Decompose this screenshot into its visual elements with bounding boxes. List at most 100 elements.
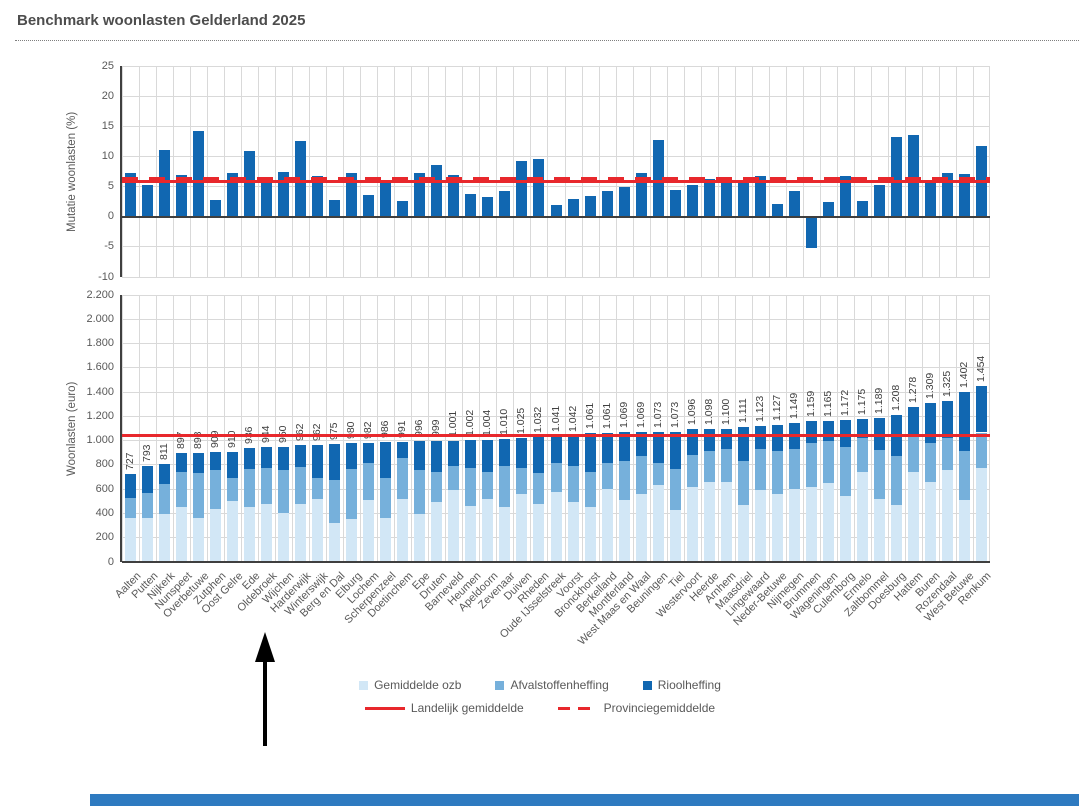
vertical-gridline	[377, 66, 379, 277]
mutatie-bar-Barneveld	[448, 174, 460, 217]
stack-segment-Gemiddelde-ozb-Heumen	[465, 505, 477, 562]
horizontal-gridline	[122, 65, 990, 67]
vertical-gridline	[751, 66, 753, 277]
stack-segment-Rioolheffing-Epe	[414, 441, 426, 470]
horizontal-gridline	[122, 367, 990, 369]
mutatie-bar-Doetinchem	[397, 201, 409, 217]
mutatie-bar-Aalten	[125, 173, 136, 217]
horizontal-gridline	[122, 155, 990, 157]
stack-segment-Afvalstoffenheffing-Berg en Dal	[329, 480, 341, 523]
vertical-gridline	[190, 66, 192, 277]
mutatie-bar-Neder-Betuwe	[771, 204, 783, 217]
landelijk-gemiddelde-line	[122, 433, 990, 437]
stack-segment-Afvalstoffenheffing-Nijmegen	[788, 449, 800, 489]
vertical-gridline	[411, 66, 413, 277]
stack-segment-Afvalstoffenheffing-Brummen	[805, 443, 817, 487]
stack-segment-Afvalstoffenheffing-Zevenaar	[499, 466, 511, 508]
stack-segment-Rioolheffing-Ede	[244, 448, 256, 470]
bar-total-label-Nijmegen: 1.149	[787, 392, 800, 419]
vertical-gridline	[700, 66, 702, 277]
stack-segment-Afvalstoffenheffing-Oldebroek	[261, 468, 273, 504]
stack-segment-Rioolheffing-Scherpenzeel	[380, 442, 392, 479]
bar-total-label-Oost Gelre: 910	[226, 430, 239, 448]
y-tick-label: 1.200	[86, 409, 114, 422]
stack-segment-Gemiddelde-ozb-West Betuwe	[958, 500, 970, 562]
stack-segment-Rioolheffing-Oost Gelre	[227, 451, 239, 479]
mutatie-bar-Apeldoorn	[482, 197, 494, 217]
stack-segment-Afvalstoffenheffing-Wijchen	[278, 469, 290, 513]
stack-segment-Afvalstoffenheffing-Westervoort	[686, 454, 698, 487]
stack-segment-Rioolheffing-Oldebroek	[261, 447, 273, 469]
bar-total-label-West Maas en Waal: 1.069	[634, 401, 647, 429]
stack-segment-Afvalstoffenheffing-Oude IJsselstreek	[550, 463, 562, 492]
vertical-gridline	[411, 295, 413, 562]
mutatie-bar-Ede	[244, 151, 256, 217]
vertical-gridline	[802, 66, 804, 277]
landelijk-gemiddelde-line	[122, 179, 990, 183]
stack-segment-Rioolheffing-Renkum	[975, 385, 987, 433]
y-tick-label: 200	[95, 531, 114, 544]
mutatie-bar-Zevenaar	[499, 191, 511, 217]
mutatie-bar-Voorst	[567, 199, 579, 217]
horizontal-gridline	[122, 294, 990, 296]
x-axis-zero-line	[122, 215, 990, 218]
stack-segment-Rioolheffing-Overbetuwe	[193, 453, 205, 474]
stack-segment-Afvalstoffenheffing-Oost Gelre	[227, 478, 239, 501]
vertical-gridline	[904, 66, 906, 277]
mutatie-bar-Bronckhorst	[584, 196, 596, 217]
stack-segment-Gemiddelde-ozb-Oldebroek	[261, 503, 273, 562]
stack-segment-Rioolheffing-Rozendaal	[941, 401, 953, 438]
stack-segment-Gemiddelde-ozb-Scherpenzeel	[380, 518, 392, 562]
horizontal-gridline	[122, 318, 990, 320]
stack-segment-Gemiddelde-ozb-Lochem	[363, 500, 375, 562]
bar-total-label-West Betuwe: 1.402	[957, 361, 970, 388]
stack-segment-Afvalstoffenheffing-Bronckhorst	[584, 472, 596, 508]
stack-segment-Afvalstoffenheffing-Montferland	[618, 461, 630, 501]
mutatie-bar-Berg en Dal	[329, 199, 341, 217]
bar-total-label-Neder-Betuwe: 1.127	[770, 394, 783, 422]
mutatie-bar-Duiven	[516, 160, 528, 217]
vertical-gridline	[122, 295, 123, 562]
stack-segment-Afvalstoffenheffing-Renkum	[975, 432, 987, 469]
stack-segment-Rioolheffing-Oude IJsselstreek	[550, 435, 562, 464]
stack-segment-Rioolheffing-Barneveld	[448, 440, 460, 467]
vertical-gridline	[275, 66, 277, 277]
y-tick-label: 1.400	[86, 385, 114, 398]
stack-segment-Gemiddelde-ozb-Tiel	[669, 509, 681, 562]
stack-segment-Rioolheffing-Berg en Dal	[329, 443, 341, 481]
stack-segment-Gemiddelde-ozb-Culemborg	[839, 496, 851, 562]
vertical-gridline	[241, 295, 243, 562]
stack-segment-Afvalstoffenheffing-Apeldoorn	[482, 471, 494, 499]
stack-segment-Afvalstoffenheffing-Barneveld	[448, 466, 460, 491]
stack-segment-Rioolheffing-Rheden	[533, 436, 545, 474]
bar-total-label-Aalten: 727	[124, 452, 136, 470]
vertical-gridline	[241, 66, 243, 277]
stack-segment-Gemiddelde-ozb-Zutphen	[210, 509, 222, 562]
legend-swatch	[642, 680, 652, 690]
stack-segment-Rioolheffing-Druten	[431, 440, 443, 472]
stack-segment-Gemiddelde-ozb-Zevenaar	[499, 507, 511, 562]
mutatie-bar-Maasdriel	[737, 181, 749, 217]
bar-total-label-Brummen: 1.159	[804, 391, 817, 418]
stack-segment-Rioolheffing-West Betuwe	[958, 391, 970, 452]
bar-total-label-Renkum: 1.454	[974, 355, 987, 382]
stack-segment-Afvalstoffenheffing-Beuningen	[652, 463, 664, 486]
vertical-gridline	[836, 295, 838, 562]
mutatie-bar-Ermelo	[856, 201, 868, 217]
stack-segment-Afvalstoffenheffing-Ede	[244, 469, 256, 508]
annotation-arrow-head	[255, 632, 275, 662]
vertical-gridline	[717, 66, 719, 277]
bar-total-label-Montferland: 1.069	[617, 401, 630, 429]
stack-segment-Rioolheffing-Nijkerk	[159, 463, 171, 484]
vertical-gridline	[258, 66, 260, 277]
mutatie-bar-Berkelland	[601, 190, 613, 217]
stack-segment-Rioolheffing-Buren	[924, 403, 936, 443]
mutatie-bar-Lingewaard	[754, 176, 766, 217]
bar-total-label-Heerde: 1.098	[702, 398, 715, 425]
stack-segment-Gemiddelde-ozb-Montferland	[618, 500, 630, 562]
vertical-gridline	[139, 66, 141, 277]
title-divider	[15, 40, 1079, 41]
stack-segment-Afvalstoffenheffing-Zutphen	[210, 470, 222, 510]
vertical-gridline	[156, 66, 158, 277]
